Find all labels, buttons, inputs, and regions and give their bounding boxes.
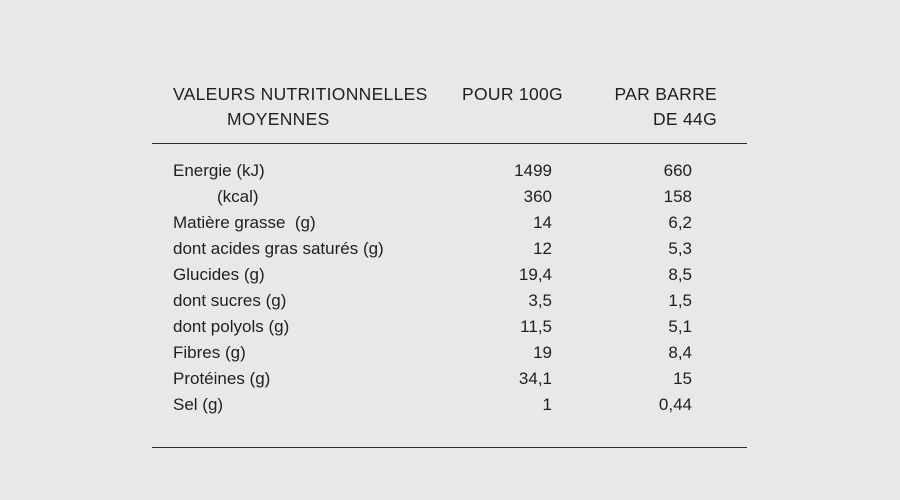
row-label: (kcal) <box>217 187 259 206</box>
row-bar: 158 <box>663 187 692 206</box>
bottom-rule <box>152 447 747 448</box>
row-label: Glucides (g) <box>173 265 265 284</box>
table-row-carbohydrates: Glucides (g) 19,4 8,5 <box>152 262 747 288</box>
row-bar: 8,4 <box>668 343 692 362</box>
table-row-proteins: Protéines (g) 34,1 15 <box>152 366 747 392</box>
row-per100: 19 <box>533 343 552 362</box>
row-bar: 660 <box>663 161 692 180</box>
header-per-100g: POUR 100G <box>462 84 563 104</box>
row-bar: 15 <box>673 369 692 388</box>
row-per100: 3,5 <box>528 291 552 310</box>
header-nutrition-values-line1: VALEURS NUTRITIONNELLES <box>173 84 428 104</box>
row-per100: 360 <box>523 187 552 206</box>
row-label: dont sucres (g) <box>173 291 287 310</box>
row-bar: 0,44 <box>658 395 692 414</box>
row-bar: 5,1 <box>668 317 692 336</box>
row-per100: 11,5 <box>520 317 552 336</box>
row-label: Energie (kJ) <box>173 161 265 180</box>
row-bar: 5,3 <box>668 239 692 258</box>
table-row-fat: Matière grasse (g) 14 6,2 <box>152 210 747 236</box>
table-row-salt: Sel (g) 1 0,44 <box>152 392 747 418</box>
row-bar: 8,5 <box>668 265 692 284</box>
table-row-sugars: dont sucres (g) 3,5 1,5 <box>152 288 747 314</box>
row-label: Sel (g) <box>173 395 224 414</box>
row-label: Protéines (g) <box>173 369 271 388</box>
table-row-energy-kj: Energie (kJ) 1499 660 <box>152 158 747 184</box>
table-row-energy-kcal: (kcal) 360 158 <box>152 184 747 210</box>
row-per100: 34,1 <box>518 369 552 388</box>
table-row-fibers: Fibres (g) 19 8,4 <box>152 340 747 366</box>
row-label: dont acides gras saturés (g) <box>173 239 384 258</box>
row-label: dont polyols (g) <box>173 317 290 336</box>
row-per100: 19,4 <box>518 265 552 284</box>
header-nutrition-values-line2: MOYENNES <box>227 109 330 129</box>
table-body: Energie (kJ) 1499 660 (kcal) 360 158 Mat… <box>152 158 747 418</box>
row-label: Matière grasse (g) <box>173 213 316 232</box>
row-per100: 1499 <box>514 161 552 180</box>
row-bar: 6,2 <box>668 213 692 232</box>
row-per100: 14 <box>533 213 552 232</box>
table-row-saturated-fat: dont acides gras saturés (g) 12 5,3 <box>152 236 747 262</box>
row-per100: 12 <box>533 239 552 258</box>
table-row-polyols: dont polyols (g) 11,5 5,1 <box>152 314 747 340</box>
header-per-bar-line1: PAR BARRE <box>614 84 717 104</box>
row-bar: 1,5 <box>668 291 692 310</box>
header-per-bar-line2: DE 44G <box>652 109 717 129</box>
row-per100: 1 <box>542 395 552 414</box>
row-label: Fibres (g) <box>173 343 246 362</box>
top-rule <box>152 143 747 144</box>
